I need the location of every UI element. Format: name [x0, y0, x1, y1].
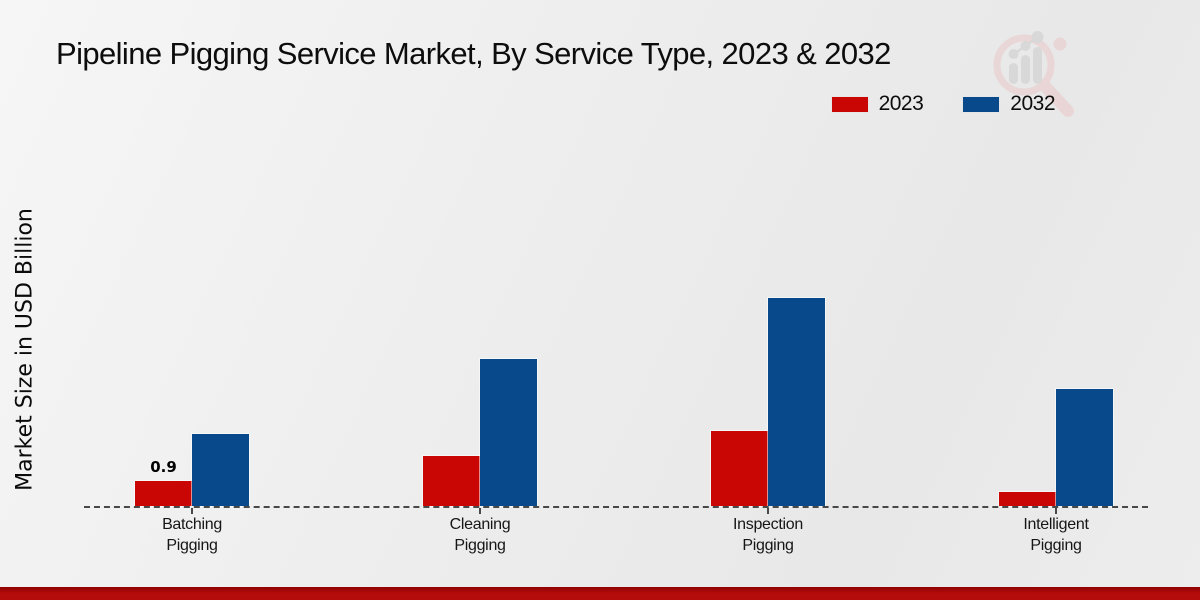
- x-axis-tick: [191, 508, 193, 514]
- legend-swatch-2032: [962, 95, 1001, 113]
- y-axis-label: Market Size in USD Billion: [12, 208, 38, 491]
- legend-item-2023: 2023: [830, 92, 924, 116]
- x-axis-category-label: Batching Pigging: [162, 516, 222, 554]
- x-axis-tick: [479, 508, 481, 514]
- footer-red-band: [0, 587, 1200, 600]
- bar-2032-inspection-pigging: [767, 297, 826, 507]
- bar-2023-intelligent-pigging: [998, 491, 1057, 507]
- bar-value-label: 0.9: [150, 458, 177, 476]
- x-axis-category-label: Intelligent Pigging: [1023, 516, 1089, 554]
- chart-title: Pipeline Pigging Service Market, By Serv…: [56, 36, 891, 71]
- x-axis-category-label: Inspection Pigging: [733, 516, 803, 554]
- legend-label-2023: 2023: [878, 92, 924, 115]
- bar-2032-intelligent-pigging: [1055, 388, 1114, 507]
- bar-2032-cleaning-pigging: [479, 358, 538, 507]
- bar-2023-cleaning-pigging: [422, 455, 481, 507]
- bar-2023-batching-pigging: [134, 480, 193, 507]
- legend: 2023 2032: [830, 92, 1055, 116]
- bar-2023-inspection-pigging: [710, 430, 769, 507]
- bar-2032-batching-pigging: [191, 433, 250, 507]
- x-axis-tick: [1055, 508, 1057, 514]
- legend-swatch-2023: [830, 95, 869, 113]
- legend-item-2032: 2032: [962, 92, 1055, 116]
- legend-label-2032: 2032: [1010, 92, 1055, 115]
- x-axis-line: [84, 506, 1148, 508]
- bar-chart-magnifier-logo-icon: [990, 24, 1090, 124]
- x-axis-category-label: Cleaning Pigging: [449, 516, 511, 554]
- x-axis-tick: [767, 508, 769, 514]
